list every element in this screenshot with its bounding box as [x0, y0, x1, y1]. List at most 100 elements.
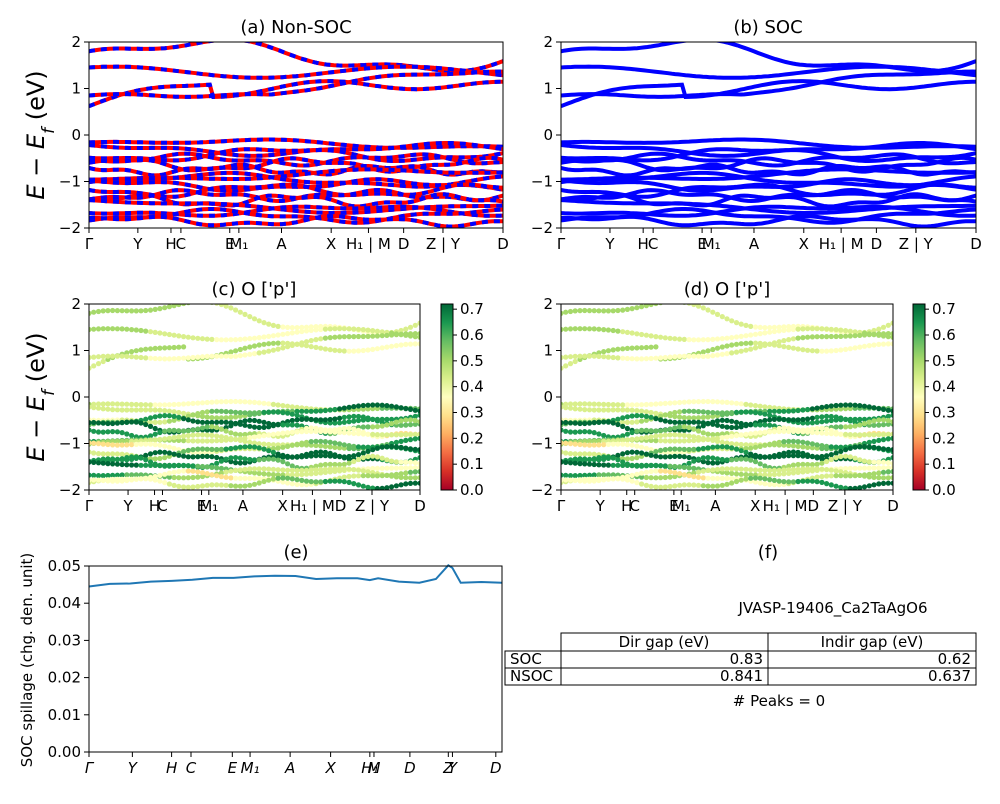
projection-point [771, 471, 778, 478]
projection-point [185, 417, 191, 423]
projection-point [199, 400, 206, 406]
projection-point [677, 409, 683, 415]
projection-point [890, 455, 893, 461]
projection-point [351, 467, 357, 473]
table-row-soc-label: SOC [510, 650, 542, 668]
projection-point [743, 472, 749, 478]
projection-point [885, 475, 891, 481]
projection-point [138, 462, 144, 468]
projection-point [370, 333, 376, 339]
projection-point [110, 472, 116, 478]
projection-point [615, 421, 621, 428]
projection-point [289, 467, 295, 473]
projection-point [266, 341, 272, 347]
projection-point [691, 434, 697, 440]
projection-point [572, 473, 578, 479]
projection-point [152, 419, 158, 425]
projection-point [819, 443, 825, 449]
projection-point [714, 438, 721, 444]
projection-point [786, 467, 792, 473]
projection-point [710, 413, 716, 419]
projection-point [199, 413, 206, 420]
projection-point [681, 336, 687, 342]
projection-point [322, 335, 328, 341]
projection-point [100, 451, 106, 457]
projection-point [270, 466, 276, 472]
projection-point [322, 478, 328, 485]
x-tick-label: A [710, 497, 721, 515]
projection-point [724, 410, 730, 416]
projection-point [876, 481, 882, 487]
projection-point [677, 446, 683, 452]
projection-point [833, 406, 839, 412]
projection-point [365, 444, 371, 450]
projection-point [370, 402, 376, 408]
projection-point [275, 467, 281, 473]
projection-point [242, 352, 248, 358]
x-tick-label: C [176, 235, 186, 253]
projection-point [237, 432, 243, 438]
projection-point [582, 307, 588, 314]
projection-point [700, 398, 706, 405]
projection-point [624, 450, 631, 456]
projection-point [223, 353, 229, 359]
projection-point [662, 463, 668, 469]
projection-point [729, 476, 735, 482]
projection-point [857, 472, 863, 478]
y-tick-label: 0.03 [48, 631, 81, 649]
projection-point [204, 471, 210, 477]
projection-point [605, 401, 612, 408]
projection-point [605, 476, 612, 482]
projection-point [824, 458, 830, 465]
projection-point [819, 414, 825, 420]
projection-point [762, 472, 768, 478]
projection-point [162, 455, 168, 461]
projection-point [114, 472, 120, 478]
projection-point [351, 458, 357, 465]
projection-point [256, 457, 262, 463]
projection-point [672, 438, 678, 444]
projection-point [601, 327, 607, 333]
projection-point [805, 406, 811, 413]
projection-point [199, 483, 206, 489]
projection-point [266, 420, 272, 427]
projection-point [605, 419, 612, 425]
projection-point [270, 401, 276, 407]
projection-point [261, 471, 267, 477]
projection-point [700, 459, 706, 465]
projection-point [729, 470, 735, 476]
projection-point [824, 473, 830, 479]
projection-point [876, 417, 882, 423]
projection-point [185, 334, 191, 340]
projection-point [327, 416, 333, 423]
projection-point [876, 422, 882, 428]
projection-point [567, 441, 574, 447]
projection-point [294, 329, 300, 335]
projection-point [615, 355, 621, 361]
band-line [561, 155, 976, 174]
projection-point [629, 330, 635, 336]
projection-point [157, 407, 163, 413]
projection-point [596, 353, 602, 359]
projection-point [214, 419, 220, 425]
projection-point [563, 428, 569, 434]
projection-point [152, 442, 158, 448]
projection-point [847, 424, 853, 430]
projection-point [176, 475, 182, 481]
projection-point [814, 326, 820, 332]
projection-point [280, 410, 286, 416]
x-tick-label: D [414, 497, 426, 515]
projection-point [838, 431, 844, 437]
y-tick-label: 0.01 [48, 706, 81, 724]
projection-point [218, 419, 224, 425]
plot-frame [560, 303, 894, 491]
projection-point [181, 438, 187, 444]
projection-point [171, 482, 177, 488]
projection-point [624, 414, 631, 420]
projection-point [890, 408, 893, 414]
projection-point [643, 427, 650, 433]
projection-point [719, 431, 725, 437]
projection-point [567, 326, 574, 332]
x-tick-label: X [326, 235, 336, 253]
projection-point [748, 445, 754, 451]
